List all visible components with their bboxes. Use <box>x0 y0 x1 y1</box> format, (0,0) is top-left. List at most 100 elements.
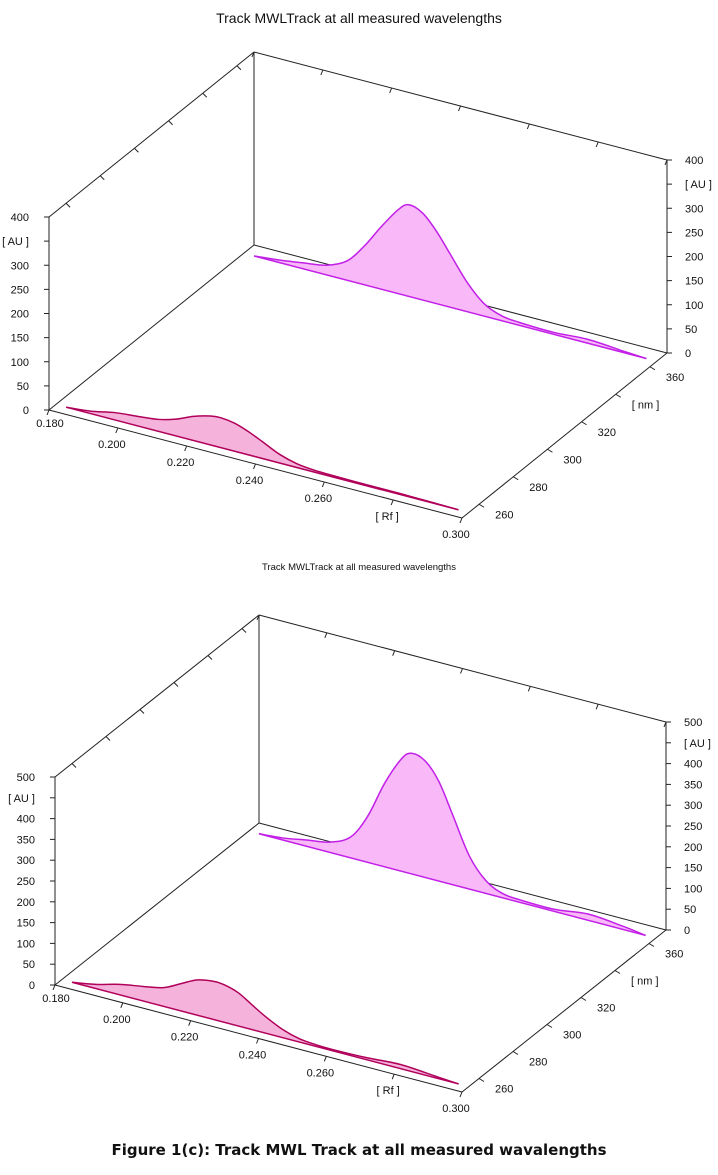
chart-title-top: Track MWLTrack at all measured wavelengt… <box>216 10 502 26</box>
au-tick-label-left: 0 <box>23 405 29 417</box>
au-tick-label-right: 350 <box>684 779 702 791</box>
top-rf-tick <box>251 51 255 58</box>
rf-tick <box>253 463 256 470</box>
rf-tick <box>459 517 463 524</box>
au-tick-label-right: 100 <box>685 300 703 312</box>
rf-tick-label: 0.220 <box>171 1032 199 1044</box>
back-track-baseline <box>253 255 647 360</box>
au-tick-label-left: 200 <box>17 897 35 909</box>
nm-tick <box>649 366 656 371</box>
nm-tick <box>580 997 587 1001</box>
front-track-baseline <box>71 981 459 1085</box>
top-nm-tick <box>134 147 139 153</box>
rf-tick <box>390 499 394 506</box>
rf-tick <box>46 409 50 416</box>
au-tick-label-left: 300 <box>17 855 35 867</box>
nm-tick <box>615 393 622 398</box>
au-tick-label-left: 400 <box>17 814 35 826</box>
au-tick-label-left: [ AU ] <box>2 236 29 248</box>
rf-tick-label: 0.300 <box>442 529 470 541</box>
back-track-baseline <box>258 833 646 937</box>
rf-tick-label: 0.200 <box>103 1014 131 1026</box>
rf-tick <box>188 1020 192 1026</box>
au-tick-label-right: 200 <box>684 842 702 854</box>
rf-tick-label: 0.240 <box>239 1050 267 1062</box>
front-track-baseline <box>65 406 459 511</box>
nm-tick <box>478 503 485 508</box>
au-tick-label-left: 250 <box>11 284 29 296</box>
rf-tick-label: 0.240 <box>236 475 264 487</box>
top-rf-tick <box>595 703 599 710</box>
back-track-line <box>253 203 647 360</box>
top-nm-tick <box>207 655 213 660</box>
nm-axis <box>461 929 667 1093</box>
top-nm-tick <box>105 736 111 741</box>
nm-tick-label: 260 <box>495 509 513 521</box>
top-nm-tick <box>236 65 242 71</box>
au-tick-label-left: 50 <box>17 381 29 393</box>
nm-tick <box>512 1051 519 1055</box>
au-tick-label-right: 50 <box>685 324 697 336</box>
au-tick-label-left: 400 <box>11 212 29 224</box>
rf-tick-label: 0.260 <box>305 493 333 505</box>
figure-caption: Figure 1(c): Track MWL Track at all meas… <box>111 1141 607 1159</box>
au-tick-label-left: 150 <box>11 333 29 345</box>
au-tick-label-left: 150 <box>17 918 35 930</box>
au-tick-label-right: 0 <box>685 348 691 360</box>
nm-tick-label: 360 <box>666 372 684 384</box>
nm-tick <box>512 476 519 481</box>
chart-title-bottom: Track MWLTrack at all measured wavelengt… <box>262 562 456 573</box>
au-tick-label-right: 400 <box>684 759 702 771</box>
au-tick-label-right: 250 <box>685 227 703 239</box>
nm-tick-label: 280 <box>529 482 547 494</box>
front-track-line <box>71 979 459 1085</box>
rf-tick-label: 0.220 <box>167 457 195 469</box>
rf-tick <box>321 481 325 488</box>
au-tick-label-right: 250 <box>684 821 702 833</box>
nm-tick-label: 300 <box>563 1030 581 1042</box>
au-tick-label-left: 0 <box>29 980 35 992</box>
top-left-edge <box>54 614 260 778</box>
top-rf-tick <box>595 141 599 148</box>
nm-axis <box>461 352 668 519</box>
chart-top: 0.180 0.200 0.220 0.240 0.260 [ Rf ] 0.300 260 2… <box>2 51 712 541</box>
au-tick-label-left: 350 <box>17 834 35 846</box>
top-rf-tick <box>460 668 463 674</box>
floor-left-edge <box>48 244 255 411</box>
nm-tick <box>648 943 655 947</box>
back-track-area <box>258 753 646 936</box>
top-nm-tick <box>71 763 77 768</box>
top-nm-tick <box>99 175 105 181</box>
rf-tick <box>391 1073 395 1080</box>
au-tick-label-right: 0 <box>684 925 690 937</box>
nm-tick <box>478 1078 485 1082</box>
rf-tick-label: 0.200 <box>98 439 126 451</box>
top-nm-tick <box>202 92 208 98</box>
top-nm-tick <box>173 682 179 687</box>
au-tick-label-right: 400 <box>685 155 703 167</box>
nm-tick-label: [ nm ] <box>632 399 660 411</box>
rf-tick <box>52 984 56 991</box>
nm-tick-label: 320 <box>598 427 616 439</box>
nm-tick <box>547 448 553 453</box>
au-tick-label-right: 500 <box>684 717 702 729</box>
nm-tick-label: 360 <box>665 949 683 961</box>
floor-left-edge <box>54 822 260 986</box>
nm-tick-label: 280 <box>529 1057 547 1069</box>
top-rf-tick <box>527 686 531 692</box>
top-rf-tick <box>458 105 461 112</box>
au-tick-label-right: [ AU ] <box>684 738 711 750</box>
top-rf-tick <box>324 632 328 639</box>
top-nm-tick <box>65 202 71 208</box>
rf-tick <box>120 1002 124 1009</box>
top-rf-tick <box>256 614 260 621</box>
au-tick-label-right: 150 <box>685 276 703 288</box>
au-tick-label-right: 200 <box>685 252 703 264</box>
rf-tick <box>115 427 119 434</box>
rf-tick <box>459 1091 463 1098</box>
rf-tick-label: [ Rf ] <box>377 1085 400 1097</box>
top-rf-tick <box>392 650 396 656</box>
au-tick-label-left: 100 <box>17 938 35 950</box>
au-tick-label-left: 300 <box>11 260 29 272</box>
